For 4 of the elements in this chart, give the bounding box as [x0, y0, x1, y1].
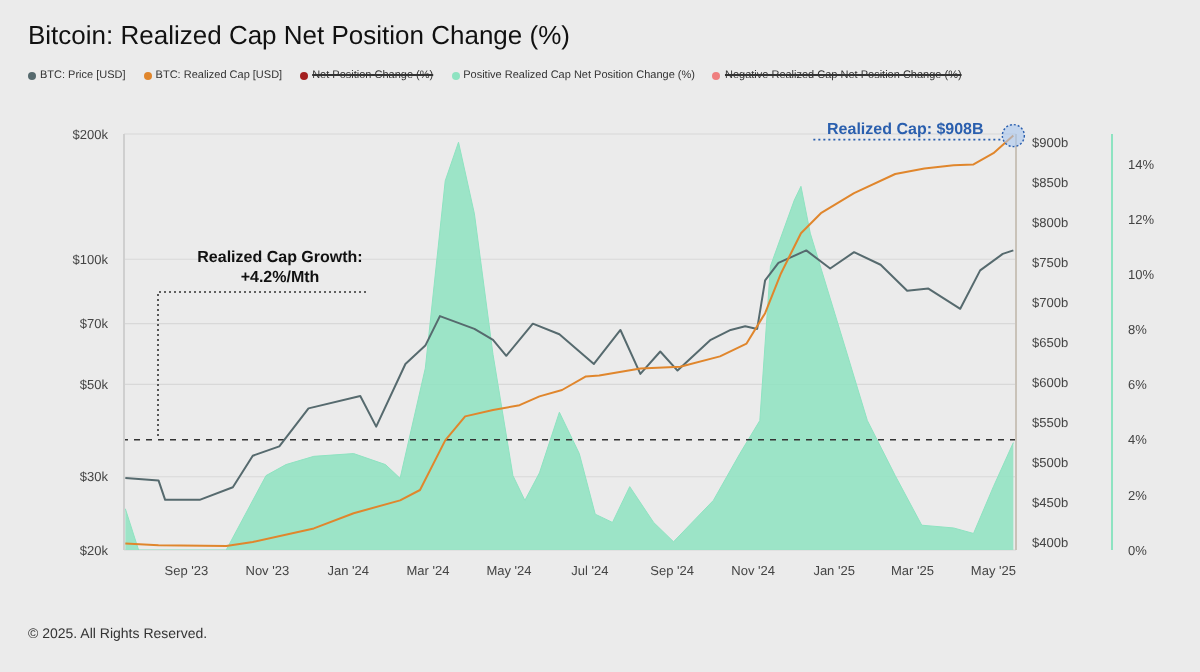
annotation: Realized Cap Growth: +4.2%/Mth — [196, 248, 364, 288]
line-series — [124, 249, 1015, 501]
chart-title: Bitcoin: Realized Cap Net Position Change (%) — [28, 20, 570, 50]
annotation: Realized Cap: $908B — [827, 119, 985, 138]
